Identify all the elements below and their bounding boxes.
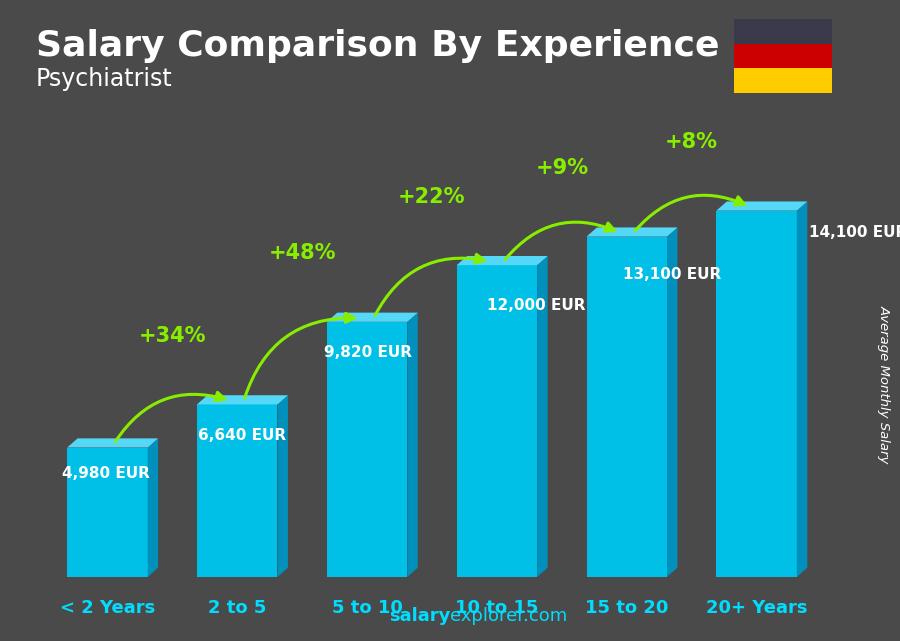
Polygon shape <box>587 228 678 237</box>
Bar <box>734 44 833 69</box>
Polygon shape <box>796 201 807 577</box>
Text: Salary Comparison By Experience: Salary Comparison By Experience <box>36 29 719 63</box>
Polygon shape <box>148 438 158 577</box>
Text: Psychiatrist: Psychiatrist <box>36 67 173 91</box>
Polygon shape <box>456 256 547 265</box>
Text: +48%: +48% <box>268 243 336 263</box>
Polygon shape <box>327 322 408 577</box>
Polygon shape <box>68 438 158 447</box>
Polygon shape <box>68 447 148 577</box>
Polygon shape <box>716 201 807 211</box>
Text: Average Monthly Salary: Average Monthly Salary <box>878 305 890 464</box>
Polygon shape <box>408 313 418 577</box>
Text: 14,100 EUR: 14,100 EUR <box>808 225 900 240</box>
Text: 5 to 10: 5 to 10 <box>331 599 402 617</box>
Polygon shape <box>456 265 537 577</box>
Text: salary: salary <box>389 607 450 625</box>
Text: +9%: +9% <box>536 158 589 178</box>
Text: +22%: +22% <box>398 187 466 206</box>
Bar <box>734 69 833 93</box>
Text: 12,000 EUR: 12,000 EUR <box>487 298 585 313</box>
Text: 13,100 EUR: 13,100 EUR <box>623 267 721 281</box>
Text: 9,820 EUR: 9,820 EUR <box>324 345 412 360</box>
Text: +34%: +34% <box>139 326 206 345</box>
Polygon shape <box>277 395 288 577</box>
Text: 4,980 EUR: 4,980 EUR <box>62 466 149 481</box>
Text: 10 to 15: 10 to 15 <box>455 599 538 617</box>
Bar <box>734 19 833 44</box>
Polygon shape <box>716 211 796 577</box>
Text: 15 to 20: 15 to 20 <box>585 599 669 617</box>
Text: explorer.com: explorer.com <box>450 607 567 625</box>
Polygon shape <box>197 404 277 577</box>
Polygon shape <box>587 237 667 577</box>
Text: 20+ Years: 20+ Years <box>706 599 807 617</box>
Text: < 2 Years: < 2 Years <box>59 599 155 617</box>
Polygon shape <box>667 228 678 577</box>
Text: 2 to 5: 2 to 5 <box>208 599 266 617</box>
Polygon shape <box>197 395 288 404</box>
Polygon shape <box>537 256 547 577</box>
Text: 6,640 EUR: 6,640 EUR <box>198 428 286 443</box>
Polygon shape <box>327 313 418 322</box>
Text: +8%: +8% <box>665 132 718 152</box>
